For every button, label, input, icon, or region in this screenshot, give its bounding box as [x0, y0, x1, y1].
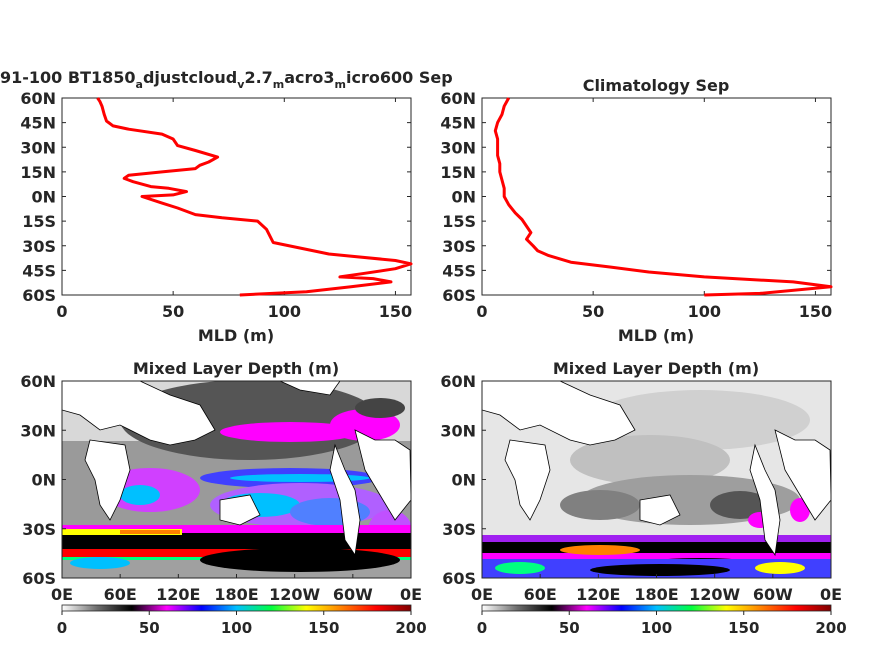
- x-tick-label: 0E: [400, 585, 422, 604]
- mld-profile-climatology-panel: Climatology Sep 60N 45N 30N 15N 0N 15S 30S 45S 6…: [440, 76, 833, 345]
- y-tick-label: 45N: [440, 114, 476, 133]
- model-mld-line: [96, 97, 413, 297]
- y-tick-label: 0N: [451, 471, 476, 490]
- x-tick-label: 150: [379, 302, 412, 321]
- model-map-title: Mixed Layer Depth (m): [133, 359, 339, 378]
- title-segment: icro600 Sep: [346, 68, 453, 87]
- x-tick-label: 0: [476, 302, 487, 321]
- colorbar-tick-label: 0: [57, 619, 67, 637]
- x-tick-label: 60W: [753, 585, 793, 604]
- y-tick-label: 60N: [440, 89, 476, 108]
- x-tick-label: 0: [56, 302, 67, 321]
- colorbar-tick-label: 0: [477, 619, 487, 637]
- climatology-xlabel: MLD (m): [618, 326, 694, 345]
- x-tick-label: 150: [799, 302, 832, 321]
- climatology-panel-title: Climatology Sep: [583, 76, 730, 95]
- y-tick-label: 15N: [20, 163, 56, 182]
- x-tick-label: 60W: [333, 585, 373, 604]
- y-tick-label: 45S: [22, 261, 56, 280]
- colorbar-tick-label: 150: [728, 619, 759, 637]
- mld-profile-model-panel: 91-100 BT1850adjustcloudv2.7macro3micro6…: [0, 68, 453, 345]
- y-tick-label: 60S: [442, 286, 476, 305]
- y-tick-label: 30S: [22, 237, 56, 256]
- colorbar-tick-label: 50: [139, 619, 160, 637]
- x-tick-label: 50: [162, 302, 184, 321]
- y-tick-label: 30N: [20, 421, 56, 440]
- y-tick-label: 60S: [22, 569, 56, 588]
- colorbar-tick-label: 200: [395, 619, 426, 637]
- y-tick-label: 15N: [440, 163, 476, 182]
- y-tick-label: 60N: [20, 89, 56, 108]
- y-tick-label: 60S: [22, 286, 56, 305]
- x-tick-label: 120W: [689, 585, 740, 604]
- climatology-mld-map-panel: Mixed Layer Depth (m): [440, 359, 842, 604]
- x-tick-label: 60E: [104, 585, 137, 604]
- colorbar-tick-label: 200: [815, 619, 846, 637]
- y-tick-label: 30N: [440, 138, 476, 157]
- title-subscript: m: [335, 78, 346, 91]
- x-tick-label: 180E: [214, 585, 258, 604]
- y-tick-label: 15S: [22, 212, 56, 231]
- y-tick-label: 0N: [31, 471, 56, 490]
- y-tick-label: 0N: [31, 188, 56, 207]
- y-tick-label: 60S: [442, 569, 476, 588]
- model-colorbar: 0 50 100 150 200: [57, 604, 427, 637]
- y-tick-label: 30S: [442, 520, 476, 539]
- y-tick-label: 30N: [440, 421, 476, 440]
- x-tick-label: 0E: [51, 585, 73, 604]
- x-tick-label: 180E: [634, 585, 678, 604]
- x-tick-label: 120E: [576, 585, 620, 604]
- model-map-land: [62, 381, 411, 557]
- title-segment: djustcloud: [143, 68, 237, 87]
- climatology-map-title: Mixed Layer Depth (m): [553, 359, 759, 378]
- y-tick-label: 30S: [442, 237, 476, 256]
- x-tick-label: 120E: [156, 585, 200, 604]
- y-tick-label: 15S: [442, 212, 476, 231]
- y-tick-label: 0N: [451, 188, 476, 207]
- title-subscript: m: [273, 78, 284, 91]
- x-tick-label: 100: [688, 302, 721, 321]
- model-xlabel: MLD (m): [198, 326, 274, 345]
- y-tick-label: 30S: [22, 520, 56, 539]
- title-segment: 91-100 BT1850: [0, 68, 136, 87]
- model-panel-title: 91-100 BT1850adjustcloudv2.7macro3micro6…: [0, 68, 453, 91]
- y-tick-label: 60N: [440, 372, 476, 391]
- title-segment: 2.7: [244, 68, 272, 87]
- climatology-colorbar: 0 50 100 150 200: [477, 604, 847, 637]
- climatology-map-land: [482, 381, 831, 557]
- x-tick-label: 60E: [524, 585, 557, 604]
- x-tick-label: 100: [268, 302, 301, 321]
- colorbar-tick-label: 100: [221, 619, 252, 637]
- x-tick-label: 0E: [471, 585, 493, 604]
- y-tick-label: 60N: [20, 372, 56, 391]
- climatology-axes-box: [481, 97, 832, 296]
- y-tick-label: 45S: [442, 261, 476, 280]
- x-tick-label: 120W: [269, 585, 320, 604]
- colorbar-tick-label: 100: [641, 619, 672, 637]
- title-subscript: v: [237, 78, 245, 91]
- climatology-mld-line: [493, 97, 833, 297]
- title-subscript: a: [136, 78, 143, 91]
- y-tick-label: 30N: [20, 138, 56, 157]
- x-tick-label: 0E: [820, 585, 842, 604]
- colorbar-tick-label: 150: [308, 619, 339, 637]
- x-tick-label: 50: [582, 302, 604, 321]
- colorbar-tick-label: 50: [559, 619, 580, 637]
- y-tick-label: 45N: [20, 114, 56, 133]
- title-segment: acro3: [284, 68, 334, 87]
- model-mld-map-panel: Mixed Layer Depth (m): [20, 359, 422, 604]
